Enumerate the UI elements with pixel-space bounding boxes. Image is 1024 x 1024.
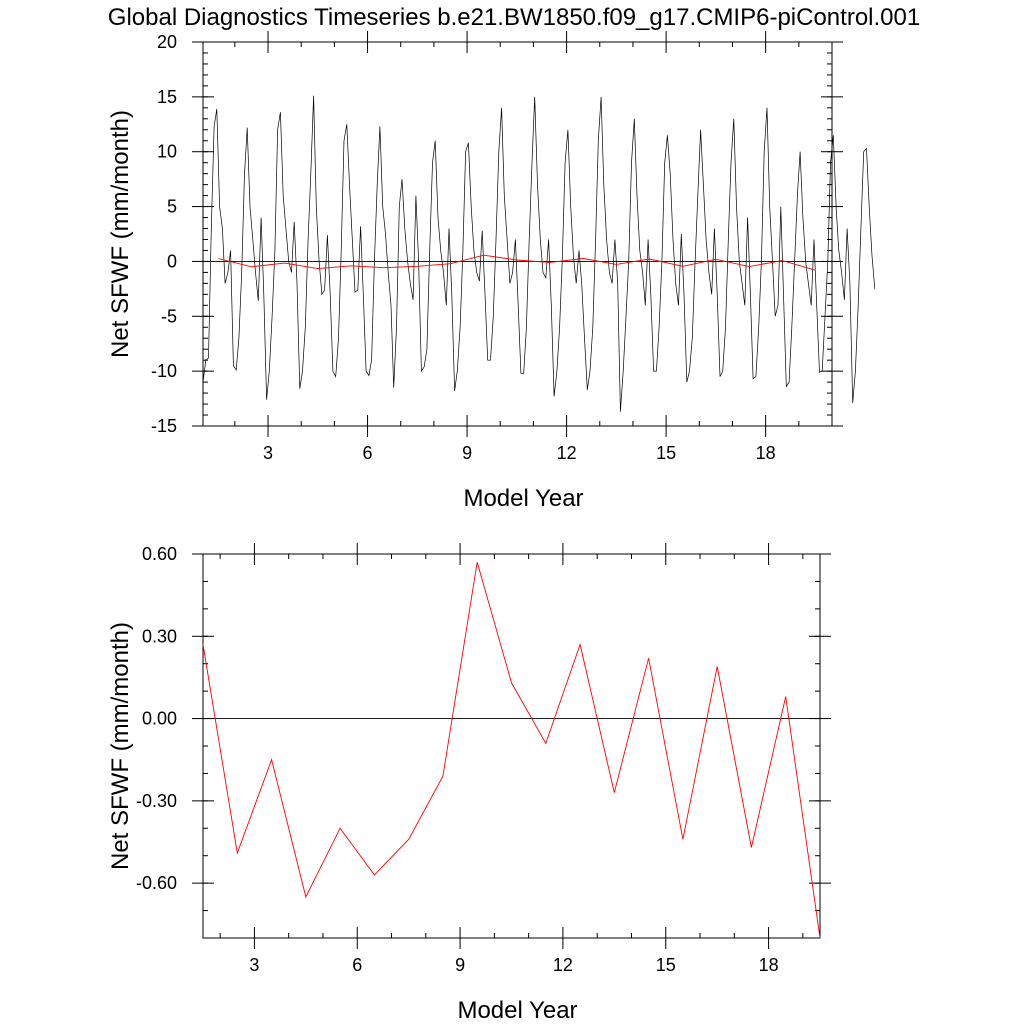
bottom-x-tick-label: 9 bbox=[455, 955, 465, 975]
bottom-y-tick-label: -0.60 bbox=[136, 873, 177, 893]
top-x-axis-title: Model Year bbox=[463, 485, 583, 512]
top-plot-frame bbox=[202, 41, 833, 427]
top-y-tick-label: 20 bbox=[157, 32, 177, 52]
top-x-tick-label: 18 bbox=[756, 443, 776, 463]
bottom-x-tick-label: 18 bbox=[759, 955, 779, 975]
chart-title: Global Diagnostics Timeseries b.e21.BW18… bbox=[108, 4, 920, 31]
top-y-tick-label: -15 bbox=[151, 416, 177, 436]
top-y-axis-title: Net SFWF (mm/month) bbox=[107, 110, 134, 358]
top-y-tick-label: -5 bbox=[161, 306, 177, 326]
bottom-x-axis-title: Model Year bbox=[457, 997, 577, 1024]
bottom-y-axis-title: Net SFWF (mm/month) bbox=[107, 622, 134, 870]
top-y-tick-label: 15 bbox=[157, 87, 177, 107]
top-y-tick-label: -10 bbox=[151, 361, 177, 381]
bottom-annual-series-line bbox=[202, 562, 821, 939]
bottom-x-tick-label: 6 bbox=[352, 955, 362, 975]
top-annual-series-line bbox=[218, 254, 816, 271]
bottom-x-tick-label: 12 bbox=[553, 955, 573, 975]
top-panel: Net SFWF (mm/month) Model Year 3 6 9 12 15 18… bbox=[107, 31, 876, 512]
bottom-y-tick-label: 0.00 bbox=[142, 709, 177, 729]
bottom-y-tick-label: -0.30 bbox=[136, 791, 177, 811]
top-x-tick-label: 6 bbox=[363, 443, 373, 463]
bottom-plot-frame bbox=[202, 553, 821, 939]
bottom-x-tick-label: 3 bbox=[249, 955, 259, 975]
bottom-y-tick-label: 0.30 bbox=[142, 626, 177, 646]
top-x-tick-label: 3 bbox=[263, 443, 273, 463]
top-y-tick-label: 5 bbox=[167, 197, 177, 217]
top-x-tick-label: 15 bbox=[656, 443, 676, 463]
top-x-tick-label: 12 bbox=[557, 443, 577, 463]
top-y-tick-label: 10 bbox=[157, 142, 177, 162]
top-monthly-series-line bbox=[202, 95, 876, 412]
bottom-x-tick-label: 15 bbox=[656, 955, 676, 975]
bottom-panel: Net SFWF (mm/month) Model Year 3 6 9 12 15 18… bbox=[107, 543, 831, 1024]
top-x-tick-label: 9 bbox=[462, 443, 472, 463]
bottom-y-tick-label: 0.60 bbox=[142, 544, 177, 564]
top-y-tick-label: 0 bbox=[167, 251, 177, 271]
